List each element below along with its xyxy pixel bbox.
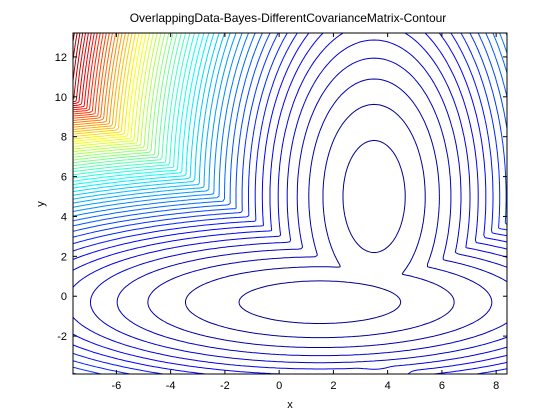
y-tick-label: 10 bbox=[55, 92, 67, 104]
contour-level bbox=[73, 33, 113, 121]
contour-level bbox=[116, 57, 507, 357]
contour-level bbox=[73, 33, 220, 196]
contour-level bbox=[73, 33, 507, 374]
contour-level bbox=[73, 33, 187, 173]
x-axis-label: x bbox=[287, 399, 293, 411]
contour-level bbox=[73, 33, 231, 204]
contour-level bbox=[73, 33, 126, 130]
contour-level bbox=[73, 33, 174, 164]
y-axis: -2 0 2 4 6 8 10 12 bbox=[55, 52, 507, 343]
contour-level bbox=[73, 33, 182, 170]
contour-level bbox=[73, 33, 101, 113]
contour-level bbox=[73, 33, 110, 119]
contour-level bbox=[73, 33, 237, 208]
contour-level bbox=[73, 33, 147, 145]
contour-level bbox=[73, 33, 104, 115]
x-tick-label: 4 bbox=[385, 380, 391, 392]
y-tick-label: -2 bbox=[57, 331, 67, 343]
contour-level bbox=[73, 33, 191, 176]
contour-level bbox=[73, 33, 196, 179]
y-tick-label: 8 bbox=[61, 132, 67, 144]
axes-box bbox=[72, 32, 508, 375]
contour-level bbox=[73, 33, 130, 133]
x-axis: -6 -4 -2 0 2 4 6 8 bbox=[112, 33, 499, 392]
contour-level bbox=[73, 33, 107, 117]
y-tick-label: 2 bbox=[61, 251, 67, 263]
x-tick-label: -2 bbox=[220, 380, 230, 392]
x-tick-label: 6 bbox=[439, 380, 445, 392]
contour-level bbox=[90, 39, 507, 364]
contour-level bbox=[73, 33, 120, 126]
contour-level bbox=[73, 33, 166, 158]
contour-level bbox=[147, 78, 493, 348]
contour-level bbox=[73, 33, 133, 135]
contour-level bbox=[73, 33, 507, 374]
contour-level bbox=[73, 33, 92, 107]
contour-level bbox=[73, 33, 140, 140]
x-tick-label: -6 bbox=[112, 380, 122, 392]
contour-level bbox=[185, 103, 455, 339]
contour-lines bbox=[73, 33, 507, 374]
contour-level bbox=[238, 139, 406, 324]
contour-level bbox=[73, 33, 507, 374]
contour-level bbox=[73, 33, 507, 374]
x-tick-label: 8 bbox=[493, 380, 499, 392]
contour-level bbox=[73, 33, 215, 193]
y-tick-label: 4 bbox=[61, 211, 67, 223]
x-tick-label: -4 bbox=[166, 380, 176, 392]
x-tick-label: 0 bbox=[276, 380, 282, 392]
y-tick-label: 0 bbox=[61, 291, 67, 303]
contour-level bbox=[73, 33, 98, 111]
contour-level bbox=[73, 33, 200, 182]
contour-level bbox=[73, 33, 143, 142]
contour-level bbox=[73, 33, 95, 109]
contour-level bbox=[73, 33, 158, 153]
contour-level bbox=[73, 33, 507, 217]
contour-level bbox=[73, 33, 89, 105]
contour-level bbox=[73, 33, 178, 167]
contour-level bbox=[73, 33, 210, 189]
y-axis-label: y bbox=[35, 201, 47, 207]
contour-level bbox=[73, 33, 226, 200]
contour-level bbox=[73, 33, 117, 124]
contour-level bbox=[73, 33, 507, 227]
y-tick-label: 6 bbox=[61, 172, 67, 184]
contour-level bbox=[73, 33, 87, 103]
contour-level bbox=[73, 33, 123, 128]
contour-level bbox=[73, 33, 507, 374]
x-tick-label: 2 bbox=[330, 380, 336, 392]
contour-level bbox=[73, 33, 507, 374]
contour-level bbox=[73, 33, 507, 222]
contour-level bbox=[73, 33, 154, 150]
contour-level bbox=[73, 33, 170, 161]
contour-level bbox=[73, 33, 507, 212]
contour-level bbox=[73, 33, 507, 370]
contour-level bbox=[73, 33, 162, 155]
contour-level bbox=[73, 33, 151, 147]
plot-area: -6 -4 -2 0 2 4 6 8 -2 0 2 4 6 8 10 12 bbox=[55, 32, 508, 392]
y-tick-label: 12 bbox=[55, 52, 67, 64]
contour-level bbox=[73, 33, 205, 186]
chart-title: OverlappingData-Bayes-DifferentCovarianc… bbox=[130, 11, 447, 25]
